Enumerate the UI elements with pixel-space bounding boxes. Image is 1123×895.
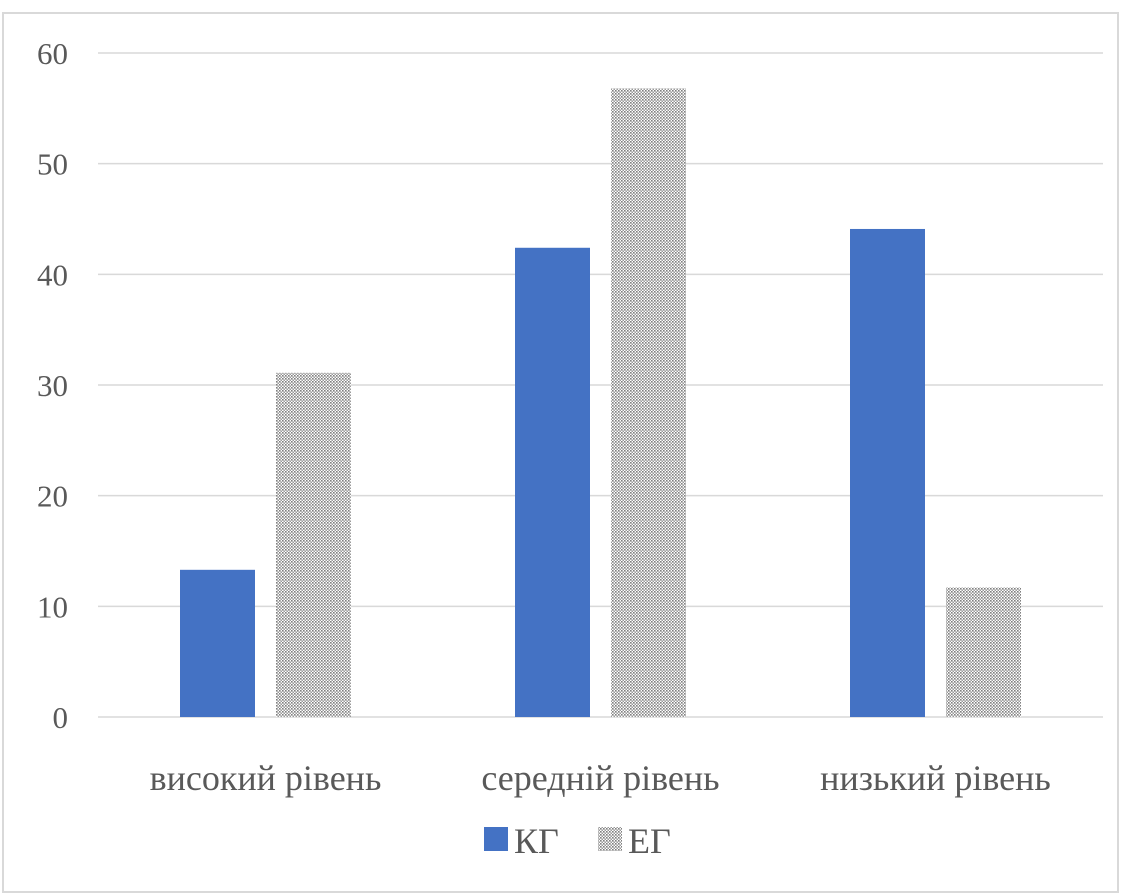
y-tick-label: 50 (37, 147, 68, 182)
y-tick-label: 10 (37, 589, 68, 624)
y-tick-label: 20 (37, 479, 68, 514)
y-tick-label: 60 (37, 36, 68, 71)
bar-eg-0 (276, 372, 351, 717)
y-axis-tick-labels: 0 10 20 30 40 50 60 (37, 36, 68, 735)
legend-swatch-eg (598, 827, 622, 851)
y-tick-label: 40 (37, 257, 68, 292)
bar-eg-1 (611, 88, 686, 717)
y-tick-label: 0 (53, 700, 69, 735)
bar-kg-2 (850, 228, 925, 717)
x-category-label: середній рівень (481, 758, 719, 798)
x-category-label: високий рівень (150, 758, 382, 798)
gridlines (98, 52, 1103, 718)
bar-kg-0 (180, 569, 255, 717)
bar-eg-2 (946, 587, 1021, 717)
legend-label-kg: КГ (514, 821, 559, 861)
bars (180, 88, 1021, 718)
x-category-label: низький рівень (820, 758, 1051, 798)
legend-label-eg: ЕГ (628, 821, 671, 861)
bar-kg-1 (515, 247, 590, 718)
x-axis-category-labels: високий рівень середній рівень низький рів… (150, 758, 1051, 798)
legend-swatch-kg (484, 827, 508, 851)
y-tick-label: 30 (37, 368, 68, 403)
legend: КГ ЕГ (484, 821, 671, 861)
